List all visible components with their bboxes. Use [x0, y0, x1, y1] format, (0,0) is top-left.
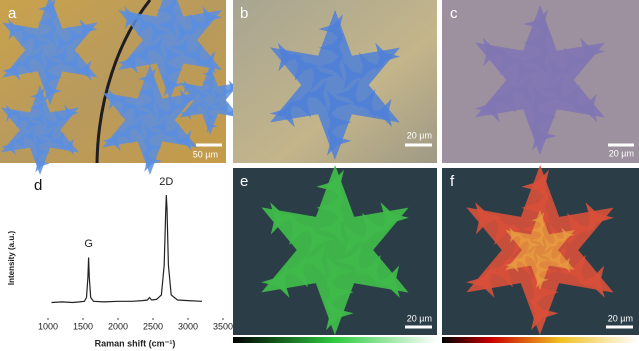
x-tick-label: 1500 — [73, 321, 93, 331]
panel-label: d — [34, 177, 42, 194]
colorbar — [442, 337, 639, 343]
x-tick-label: 2000 — [108, 321, 128, 331]
peak-label: G — [84, 238, 93, 250]
panel-a: a 50 µm — [0, 0, 240, 175]
spectrum-line — [52, 195, 203, 303]
x-axis-title: Raman shift (cm⁻¹) — [95, 338, 176, 348]
scale-text: 20 µm — [407, 313, 432, 323]
colorbar — [233, 337, 437, 343]
panel-label: c — [450, 5, 458, 22]
panel-label: a — [8, 5, 17, 22]
panel-b: b 20 µm — [233, 0, 437, 163]
scale-text: 20 µm — [609, 148, 634, 158]
panel-label: b — [240, 5, 248, 22]
panel-e: e 20 µm — [233, 165, 437, 343]
panel-f: f20 µm — [442, 165, 639, 343]
x-tick-label: 3000 — [178, 321, 198, 331]
y-axis-title: Intensity (a.u.) — [7, 231, 16, 286]
panel-label: e — [240, 173, 248, 190]
scale-text: 20 µm — [608, 313, 633, 323]
figure: a50 µm b20 µm c20 µm d Intensity (a.u.) … — [0, 0, 639, 351]
scale-text: 50 µm — [193, 149, 218, 159]
x-tick-label: 1000 — [38, 321, 58, 331]
peak-label: 2D — [159, 176, 173, 188]
scale-text: 20 µm — [407, 130, 432, 140]
page: a50 µm b20 µm c20 µm d Intensity (a.u.) … — [0, 0, 639, 351]
x-tick-label: 3500 — [213, 321, 233, 331]
panel-c: c 20 µm — [442, 0, 639, 163]
x-tick-label: 2500 — [143, 321, 163, 331]
